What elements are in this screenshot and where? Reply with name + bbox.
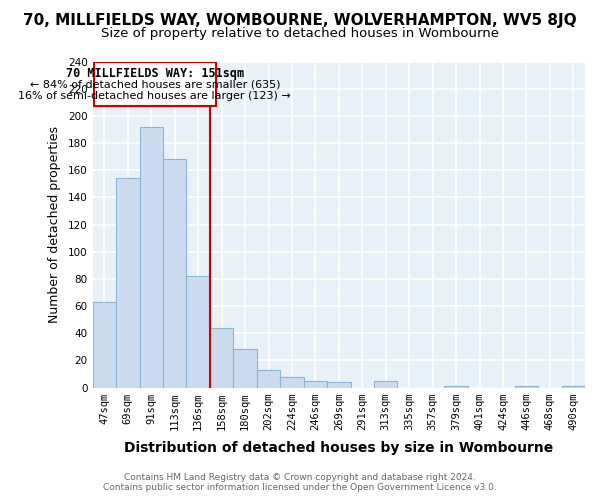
- Bar: [116, 178, 140, 388]
- Bar: [374, 380, 397, 388]
- Text: ← 84% of detached houses are smaller (635): ← 84% of detached houses are smaller (63…: [29, 79, 280, 89]
- Bar: [515, 386, 538, 388]
- Text: 16% of semi-detached houses are larger (123) →: 16% of semi-detached houses are larger (…: [19, 92, 291, 102]
- Bar: [257, 370, 280, 388]
- Text: 70, MILLFIELDS WAY, WOMBOURNE, WOLVERHAMPTON, WV5 8JQ: 70, MILLFIELDS WAY, WOMBOURNE, WOLVERHAM…: [23, 12, 577, 28]
- Bar: [280, 376, 304, 388]
- Bar: [163, 160, 187, 388]
- Bar: [327, 382, 350, 388]
- Text: 70 MILLFIELDS WAY: 151sqm: 70 MILLFIELDS WAY: 151sqm: [66, 67, 244, 80]
- Bar: [304, 380, 327, 388]
- FancyBboxPatch shape: [94, 62, 216, 106]
- Bar: [92, 302, 116, 388]
- Bar: [187, 276, 210, 388]
- Y-axis label: Number of detached properties: Number of detached properties: [48, 126, 61, 323]
- Bar: [233, 350, 257, 388]
- Bar: [140, 126, 163, 388]
- Bar: [445, 386, 468, 388]
- X-axis label: Distribution of detached houses by size in Wombourne: Distribution of detached houses by size …: [124, 441, 553, 455]
- Bar: [562, 386, 585, 388]
- Text: Size of property relative to detached houses in Wombourne: Size of property relative to detached ho…: [101, 28, 499, 40]
- Bar: [210, 328, 233, 388]
- Text: Contains HM Land Registry data © Crown copyright and database right 2024.
Contai: Contains HM Land Registry data © Crown c…: [103, 473, 497, 492]
